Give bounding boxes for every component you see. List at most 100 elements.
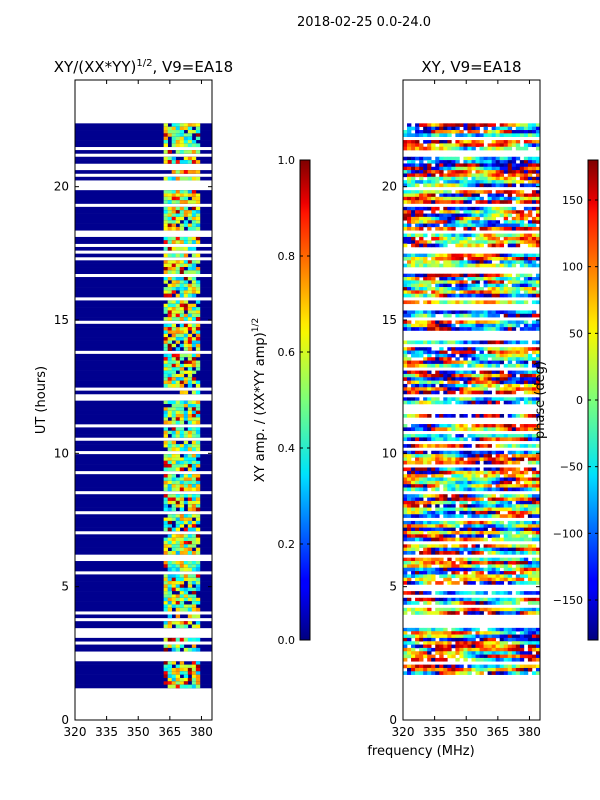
heatmap-cell: [415, 414, 420, 418]
heatmap-cell: [419, 544, 424, 548]
heatmap-cell: [191, 661, 197, 665]
heatmap-cell: [511, 561, 517, 565]
heatmap-cell: [463, 477, 468, 482]
heatmap-cell: [451, 180, 456, 184]
heatmap-cell: [527, 263, 533, 268]
heatmap-cell: [195, 213, 201, 218]
heatmap-cell: [439, 597, 444, 602]
heatmap-row: [407, 176, 540, 181]
heatmap-cell: [519, 581, 525, 585]
heatmap-cell: [499, 353, 505, 358]
heatmap-cell: [447, 130, 452, 134]
heatmap-cell: [511, 373, 517, 378]
heatmap-cell: [467, 236, 472, 241]
heatmap-cell: [75, 327, 212, 331]
heatmap-cell: [75, 520, 212, 525]
heatmap-cell: [519, 196, 525, 201]
heatmap-cell: [167, 430, 173, 435]
heatmap-cell: [535, 470, 540, 475]
heatmap-cell: [423, 444, 428, 448]
heatmap-row: [403, 310, 537, 315]
heatmap-cell: [479, 611, 484, 615]
heatmap-cell: [75, 667, 212, 672]
heatmap-cell: [523, 176, 529, 181]
heatmap-cell: [475, 277, 480, 281]
heatmap-cell: [455, 574, 460, 579]
heatmap-cell: [171, 480, 177, 485]
heatmap-cell: [507, 347, 513, 351]
heatmap-cell: [463, 530, 468, 535]
heatmap-cell: [179, 383, 185, 388]
heatmap-cell: [195, 236, 201, 241]
heatmap-row: [75, 671, 212, 675]
heatmap-cell: [439, 357, 444, 361]
heatmap-cell: [195, 587, 201, 592]
heatmap-cell: [411, 627, 416, 632]
heatmap-cell: [195, 210, 201, 214]
heatmap-cell: [463, 347, 468, 351]
heatmap-cell: [175, 494, 181, 498]
heatmap-cell: [487, 360, 492, 365]
heatmap-cell: [183, 587, 189, 592]
heatmap-cell: [423, 377, 428, 381]
heatmap-cell: [431, 527, 436, 532]
heatmap-cell: [503, 143, 509, 148]
heatmap-cell: [527, 437, 533, 442]
heatmap-cell: [427, 220, 432, 224]
heatmap-cell: [195, 367, 201, 371]
heatmap-cell: [163, 574, 168, 579]
heatmap-cell: [75, 307, 212, 311]
heatmap-cell: [427, 480, 432, 485]
heatmap-cell: [163, 647, 168, 652]
heatmap-cell: [447, 524, 452, 528]
heatmap-cell: [471, 140, 476, 144]
heatmap-cell: [175, 520, 181, 525]
heatmap-cell: [439, 631, 444, 635]
heatmap-cell: [75, 474, 212, 478]
heatmap-cell: [491, 467, 496, 472]
heatmap-cell: [75, 196, 212, 201]
heatmap-cell: [195, 307, 201, 311]
heatmap-cell: [483, 126, 488, 131]
heatmap-cell: [483, 180, 488, 184]
heatmap-cell: [435, 534, 440, 538]
heatmap-cell: [503, 591, 509, 595]
heatmap-cell: [475, 631, 480, 635]
heatmap-cell: [511, 236, 517, 241]
heatmap-cell: [471, 454, 476, 458]
heatmap-cell: [75, 410, 212, 415]
heatmap-cell: [535, 591, 540, 595]
heatmap-cell: [427, 557, 432, 562]
heatmap-cell: [459, 514, 464, 518]
heatmap-row: [403, 581, 540, 585]
heatmap-row: [75, 340, 212, 345]
heatmap-cell: [495, 323, 501, 328]
heatmap-cell: [511, 233, 517, 238]
heatmap-cell: [491, 380, 496, 385]
heatmap-cell: [479, 156, 484, 161]
heatmap-cell: [491, 277, 496, 281]
heatmap-cell: [183, 280, 189, 285]
heatmap-cell: [407, 474, 412, 478]
heatmap-cell: [463, 487, 468, 492]
heatmap-cell: [447, 277, 452, 281]
heatmap-cell: [187, 160, 193, 164]
heatmap-cell: [167, 584, 173, 589]
heatmap-cell: [179, 380, 185, 385]
heatmap-cell: [523, 437, 529, 442]
heatmap-cell: [467, 370, 472, 375]
heatmap-row: [75, 494, 212, 498]
heatmap-cell: [163, 581, 168, 585]
heatmap-cell: [511, 143, 517, 148]
heatmap-cell: [507, 370, 513, 375]
heatmap-cell: [195, 477, 201, 482]
heatmap-cell: [175, 561, 181, 565]
heatmap-cell: [403, 166, 408, 171]
heatmap-cell: [439, 240, 444, 244]
heatmap-cell: [483, 474, 488, 478]
heatmap-cell: [179, 206, 185, 211]
heatmap-cell: [499, 190, 505, 194]
heatmap-cell: [171, 674, 177, 679]
heatmap-cell: [531, 196, 537, 201]
heatmap-cell: [459, 176, 464, 181]
